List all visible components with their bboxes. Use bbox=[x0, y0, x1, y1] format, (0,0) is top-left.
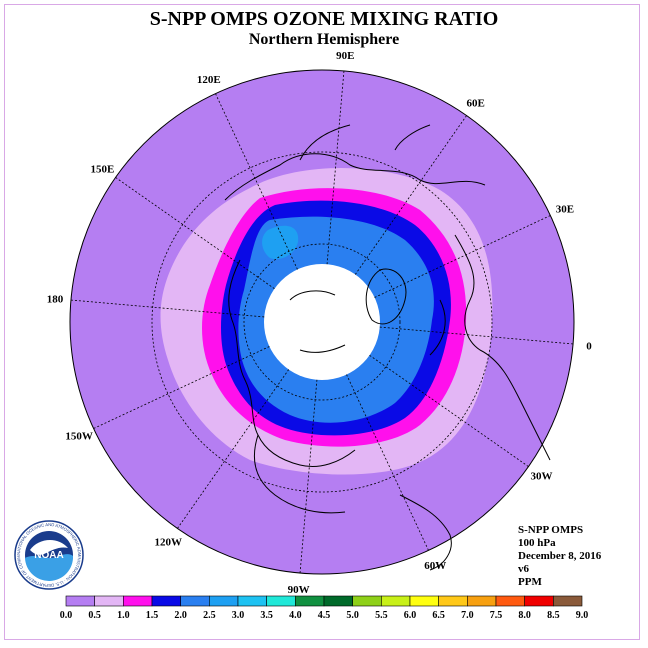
longitude-label-0: 0 bbox=[586, 340, 592, 352]
latitude-circle-30n bbox=[151, 151, 493, 493]
meridian-30e bbox=[374, 215, 551, 298]
longitude-label-120w: 120W bbox=[155, 537, 183, 549]
longitude-label-120e: 120E bbox=[197, 74, 221, 86]
ozone-field bbox=[70, 70, 574, 574]
meridian-60w bbox=[346, 374, 429, 551]
coastline-eurasia bbox=[224, 124, 486, 201]
longitude-label-150w: 150W bbox=[65, 430, 93, 442]
longitude-labels: 90E 60E 30E 0 30W 60W 90W 120W 150W 180 150E 120E bbox=[47, 50, 592, 596]
meridian-lines bbox=[70, 70, 574, 574]
meridian-90e bbox=[326, 70, 345, 265]
info-units: PPM bbox=[518, 576, 542, 588]
longitude-label-150e: 150E bbox=[91, 163, 115, 175]
noaa-logo-text: NOAA bbox=[34, 550, 63, 561]
longitude-label-180: 180 bbox=[47, 294, 64, 306]
coastlines bbox=[224, 124, 551, 571]
meridian-0 bbox=[379, 326, 574, 345]
meridian-180 bbox=[70, 299, 265, 318]
polar-no-data-cap bbox=[264, 264, 380, 380]
meridian-120w bbox=[177, 369, 290, 529]
map-outer-boundary bbox=[69, 69, 575, 575]
info-date: December 8, 2016 bbox=[518, 550, 602, 562]
coastline-europe-africa bbox=[429, 234, 551, 461]
meridian-150e bbox=[115, 177, 275, 290]
info-panel: S-NPP OMPS 100 hPa December 8, 2016 v6 P… bbox=[518, 524, 601, 589]
coastline-arctic bbox=[289, 290, 346, 353]
figure-frame bbox=[4, 4, 640, 640]
latitude-circle-60n bbox=[243, 243, 401, 401]
longitude-label-90w: 90W bbox=[288, 584, 310, 596]
meridian-30w bbox=[369, 354, 529, 467]
map-subtitle: Northern Hemisphere bbox=[248, 31, 400, 48]
coastline-greenland bbox=[365, 268, 407, 325]
longitude-label-60w: 60W bbox=[424, 560, 446, 572]
longitude-label-30w: 30W bbox=[531, 471, 553, 483]
info-level: 100 hPa bbox=[518, 537, 556, 549]
longitude-label-90e: 90E bbox=[336, 50, 354, 62]
meridian-150w bbox=[93, 346, 270, 429]
graticule bbox=[70, 70, 574, 574]
coastline-north-america bbox=[228, 259, 356, 514]
noaa-logo: NOAA NATIONAL OCEANIC AND ATMOSPHERIC AD… bbox=[14, 520, 84, 590]
info-version: v6 bbox=[518, 563, 529, 575]
meridian-90w bbox=[299, 379, 318, 574]
meridian-120e bbox=[215, 93, 298, 270]
map-title: S-NPP OMPS OZONE MIXING RATIO bbox=[149, 8, 499, 30]
longitude-label-30e: 30E bbox=[556, 204, 574, 216]
coastline-south-america bbox=[399, 494, 452, 571]
meridian-60e bbox=[354, 115, 467, 275]
info-instrument: S-NPP OMPS bbox=[518, 524, 584, 536]
longitude-label-60e: 60E bbox=[467, 97, 485, 109]
